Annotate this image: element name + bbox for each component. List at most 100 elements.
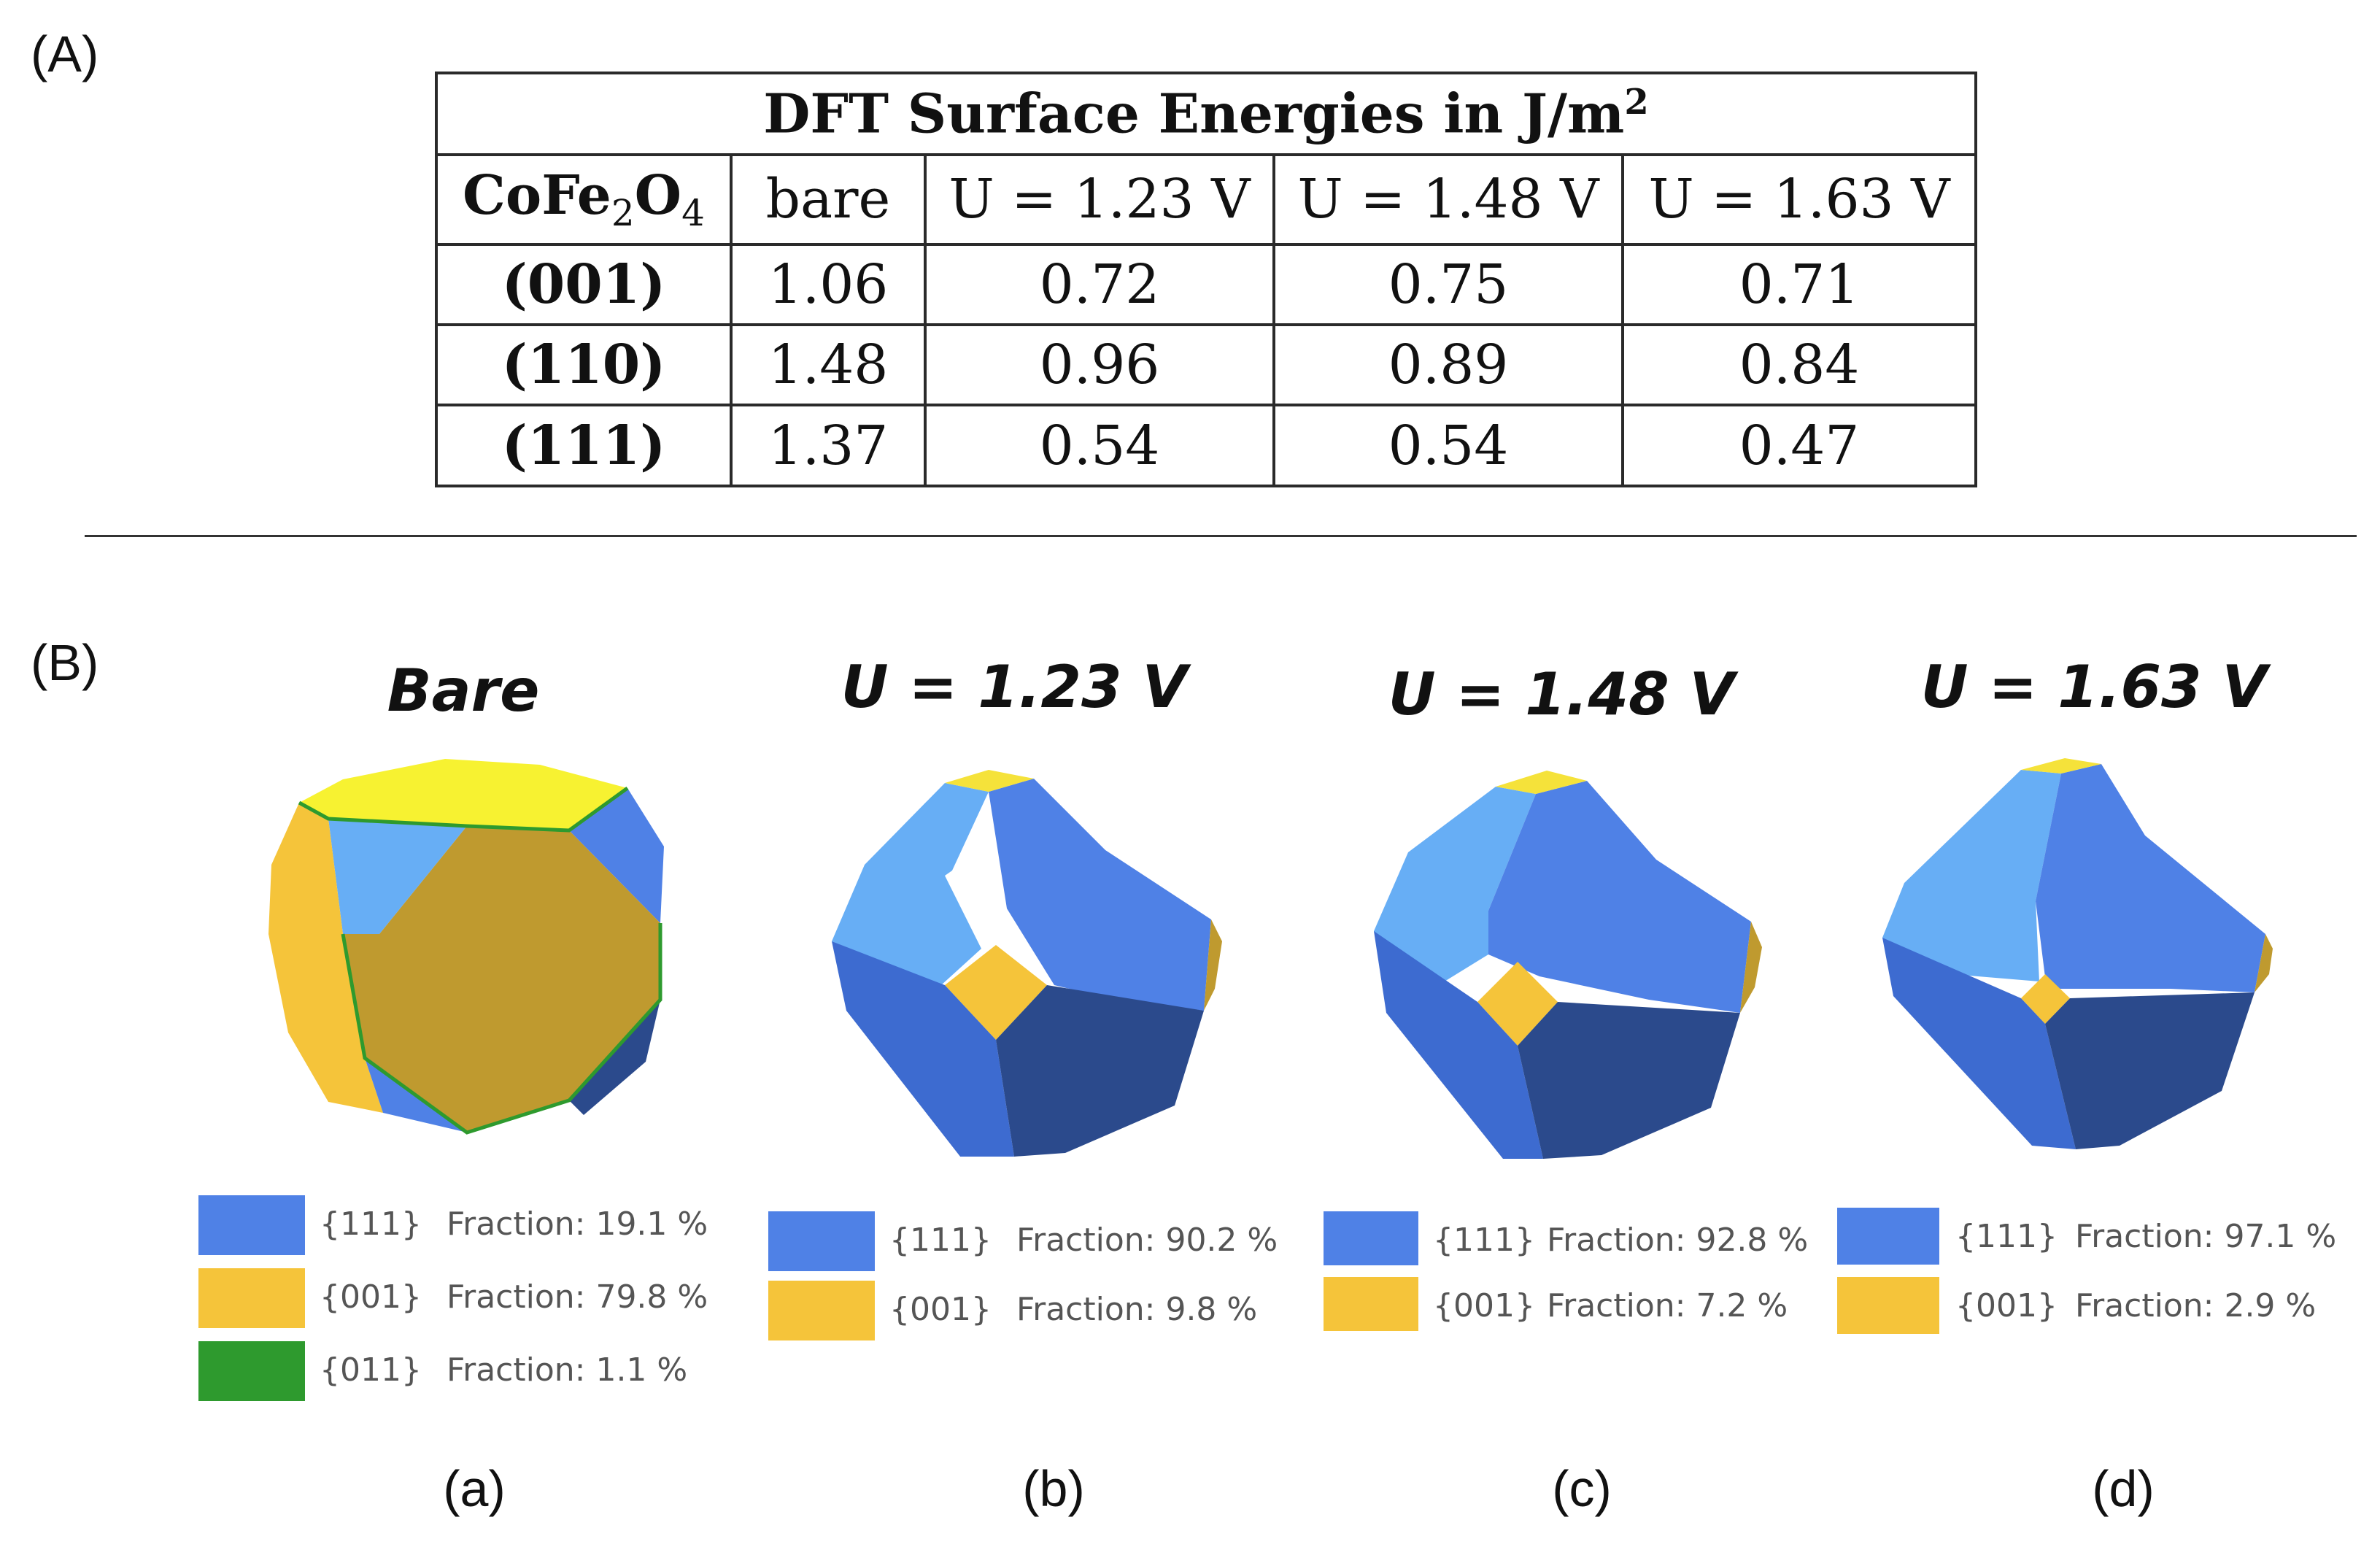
legend-miller: {001} (320, 1278, 422, 1316)
table-cell: 0.75 (1272, 242, 1624, 327)
legend-miller: {001} (1955, 1287, 2058, 1324)
facet-111-upper-right (1488, 781, 1751, 1013)
legend-swatch-111 (1837, 1208, 1939, 1265)
crystal-shape-bare (268, 759, 664, 1135)
facet-001-top (1496, 771, 1587, 794)
facet-111-upper-left (1374, 787, 1536, 984)
legend-miller: {001} (1433, 1287, 1535, 1324)
facet-001-top (2021, 758, 2101, 774)
sublabel-d: (d) (2092, 1460, 2155, 1517)
facet-001-front (2021, 974, 2070, 1024)
facet-111-upper-left (1882, 770, 2061, 981)
row-facet: (110) (435, 323, 733, 407)
sublabel-a: (a) (443, 1460, 506, 1517)
facet-111-upper-left (832, 783, 989, 985)
facet-001-right (1740, 922, 1762, 1013)
legend-swatch-111 (1324, 1211, 1418, 1265)
column-header: U = 1.63 V (1621, 153, 1977, 246)
table-header-row: CoFe2O4 bare U = 1.23 V U = 1.48 V U = 1… (435, 153, 1977, 246)
shape-title-u163: U = 1.63 V (1920, 653, 2268, 721)
facet-111-upper-left (328, 819, 467, 934)
legend-u148: {111} Fraction: 92.8 % {001} Fraction: 7… (1324, 1211, 1834, 1350)
table-title-text: DFT Surface Energies in J/m (763, 82, 1625, 146)
facet-001-top (945, 770, 1034, 792)
table-cell: 0.71 (1621, 242, 1977, 327)
legend-swatch-011 (198, 1341, 305, 1401)
legend-miller: {111} (320, 1205, 422, 1243)
facet-001-front (945, 945, 1047, 1040)
legend-miller: {001} (889, 1291, 992, 1328)
table-row: (111) 1.37 0.54 0.54 0.47 (435, 404, 1977, 487)
facet-111-upper-right (989, 779, 1211, 1011)
table-row: (001) 1.06 0.72 0.75 0.71 (435, 242, 1977, 327)
legend-fraction: Fraction: 92.8 % (1547, 1222, 1809, 1259)
facet-111-lower-left (1374, 931, 1543, 1159)
table-cell: 0.89 (1272, 323, 1624, 407)
shape-title-u123: U = 1.23 V (841, 653, 1188, 721)
formula-subscript: 4 (681, 192, 705, 235)
facet-001-right (1204, 919, 1222, 1011)
facet-001-left (268, 803, 383, 1113)
crystal-shape-u148 (1374, 771, 1762, 1159)
legend-u163: {111} Fraction: 97.1 % {001} Fraction: 2… (1837, 1208, 2362, 1346)
legend-miller: {011} (320, 1351, 422, 1389)
table-cell: 1.37 (730, 404, 927, 487)
facet-111-lower-right (1518, 1002, 1740, 1159)
legend-fraction: Fraction: 90.2 % (1016, 1222, 1278, 1259)
legend-swatch-111 (198, 1195, 305, 1255)
facet-011-edges (341, 923, 662, 1135)
shape-title-u148: U = 1.48 V (1388, 660, 1735, 728)
shape-title-bare: Bare (387, 657, 540, 725)
section-divider (85, 535, 2357, 537)
sublabel-c: (c) (1552, 1460, 1612, 1517)
crystal-shape-u123 (832, 770, 1222, 1157)
legend-fraction: Fraction: 97.1 % (2075, 1218, 2337, 1255)
row-facet: (111) (435, 404, 733, 487)
table-cell: 1.48 (730, 323, 927, 407)
facet-111-upper-right (569, 788, 664, 923)
formula-subscript: 2 (611, 192, 635, 235)
legend-fraction: Fraction: 79.8 % (447, 1278, 708, 1316)
crystal-shape-u163 (1882, 758, 2273, 1149)
table-cell: 0.72 (924, 242, 1275, 327)
panel-a-label: (A) (31, 26, 99, 82)
panel-b-label: (B) (31, 634, 99, 691)
legend-fraction: Fraction: 1.1 % (447, 1351, 688, 1389)
legend-fraction: Fraction: 7.2 % (1547, 1287, 1788, 1324)
facet-011-edges (298, 786, 629, 833)
legend-u123: {111} Fraction: 90.2 % {001} Fraction: 9… (768, 1211, 1279, 1350)
sublabel-b: (b) (1022, 1460, 1085, 1517)
table-title-superscript: 2 (1624, 82, 1649, 123)
table-cell: 0.84 (1621, 323, 1977, 407)
table-cell: 1.06 (730, 242, 927, 327)
legend-swatch-001 (768, 1281, 875, 1340)
legend-swatch-001 (1837, 1277, 1939, 1334)
facet-111-lower-right (569, 1000, 660, 1115)
legend-miller: {111} (1433, 1222, 1535, 1259)
table-cell: 0.54 (1272, 404, 1624, 487)
table-row: (110) 1.48 0.96 0.89 0.84 (435, 323, 1977, 407)
formula-part: O (634, 164, 682, 228)
facet-001-front (1477, 962, 1558, 1046)
table-cell: 0.47 (1621, 404, 1977, 487)
legend-miller: {111} (1955, 1218, 2058, 1255)
row-facet: (001) (435, 242, 733, 327)
table-cell: 0.96 (924, 323, 1275, 407)
column-header: bare (730, 153, 927, 246)
legend-swatch-001 (1324, 1277, 1418, 1331)
table-cell: 0.54 (924, 404, 1275, 487)
facet-111-upper-right (2036, 764, 2265, 992)
formula-part: CoFe (463, 164, 611, 228)
legend-swatch-001 (198, 1268, 305, 1328)
facet-001-right (2255, 934, 2273, 992)
facet-111-lower-left (832, 941, 1014, 1157)
surface-energy-table: DFT Surface Energies in J/m2 CoFe2O4 bar… (435, 72, 1977, 487)
legend-swatch-111 (768, 1211, 875, 1271)
facet-001-top (299, 759, 627, 830)
legend-miller: {111} (889, 1222, 992, 1259)
facet-001-front (343, 826, 660, 1133)
facet-111-lower-right (2045, 992, 2255, 1149)
facet-111-lower-right (996, 985, 1204, 1157)
legend-fraction: Fraction: 19.1 % (447, 1205, 708, 1243)
facet-111-lower-left (1882, 938, 2076, 1149)
